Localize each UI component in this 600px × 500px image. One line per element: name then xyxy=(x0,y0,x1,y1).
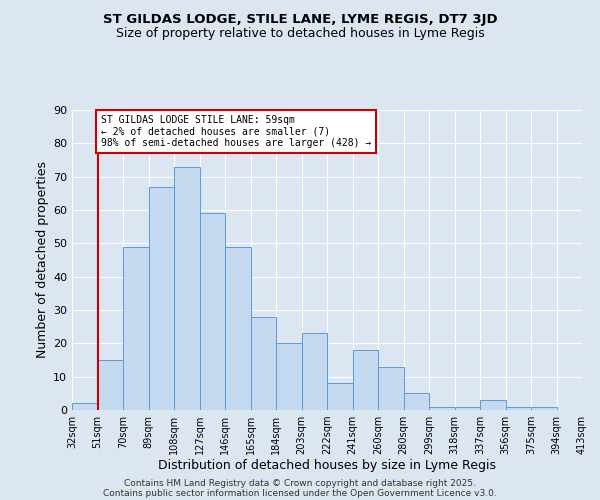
Bar xyxy=(404,394,429,410)
Bar xyxy=(123,246,149,410)
Text: ST GILDAS LODGE STILE LANE: 59sqm
← 2% of detached houses are smaller (7)
98% of: ST GILDAS LODGE STILE LANE: 59sqm ← 2% o… xyxy=(101,115,371,148)
Bar xyxy=(353,350,378,410)
Text: Contains HM Land Registry data © Crown copyright and database right 2025.: Contains HM Land Registry data © Crown c… xyxy=(124,478,476,488)
Bar xyxy=(531,406,557,410)
Bar xyxy=(378,366,404,410)
Y-axis label: Number of detached properties: Number of detached properties xyxy=(36,162,49,358)
Text: Size of property relative to detached houses in Lyme Regis: Size of property relative to detached ho… xyxy=(116,28,484,40)
Bar xyxy=(149,186,174,410)
Bar xyxy=(505,406,531,410)
Bar xyxy=(480,400,505,410)
Text: ST GILDAS LODGE, STILE LANE, LYME REGIS, DT7 3JD: ST GILDAS LODGE, STILE LANE, LYME REGIS,… xyxy=(103,12,497,26)
Bar xyxy=(327,384,353,410)
Bar xyxy=(276,344,302,410)
Bar xyxy=(302,334,327,410)
Bar xyxy=(455,406,480,410)
Bar xyxy=(72,404,97,410)
Bar xyxy=(97,360,123,410)
Bar xyxy=(174,166,199,410)
X-axis label: Distribution of detached houses by size in Lyme Regis: Distribution of detached houses by size … xyxy=(158,458,496,471)
Bar xyxy=(199,214,225,410)
Bar xyxy=(429,406,455,410)
Text: Contains public sector information licensed under the Open Government Licence v3: Contains public sector information licen… xyxy=(103,488,497,498)
Bar xyxy=(225,246,251,410)
Bar xyxy=(251,316,276,410)
